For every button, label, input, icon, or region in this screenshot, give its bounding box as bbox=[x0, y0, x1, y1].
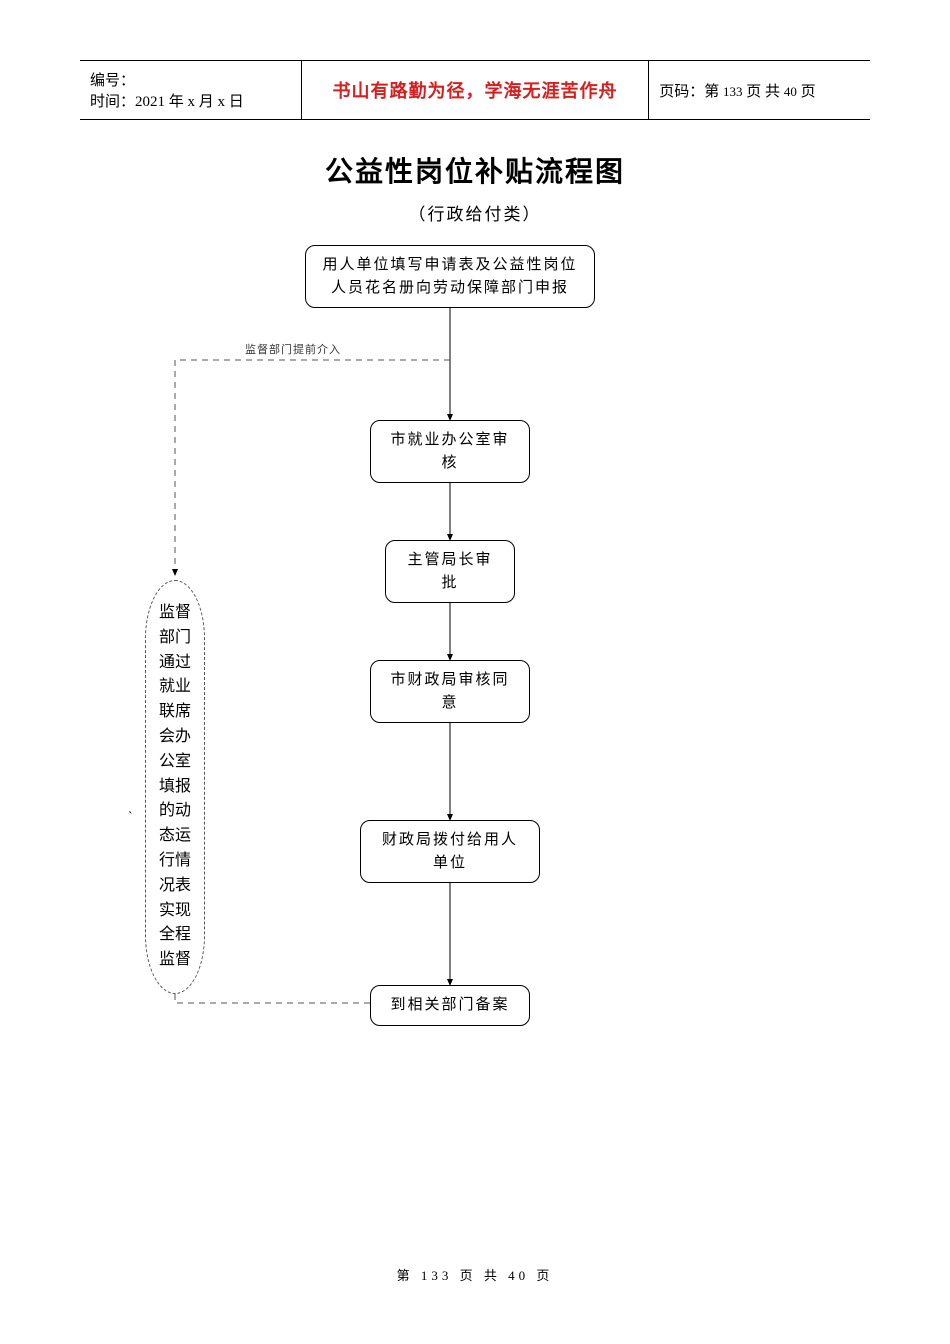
pagecode-mid: 页 共 bbox=[743, 84, 784, 100]
header-cell-meta: 编号： 时间：2021 年 x 月 x 日 bbox=[80, 61, 301, 120]
pagecode-n1: 133 bbox=[723, 84, 743, 99]
pagecode-suffix: 页 bbox=[797, 84, 816, 100]
header-cell-pagecode: 页码：第 133 页 共 40 页 bbox=[649, 61, 870, 120]
document-page: 编号： 时间：2021 年 x 月 x 日 书山有路勤为径，学海无涯苦作舟 页码… bbox=[0, 0, 950, 1344]
flow-node-finance-pay: 财政局拨付给用人单位 bbox=[360, 820, 540, 883]
supervision-annotation: 监督部门提前介入 bbox=[245, 341, 341, 357]
motto-text: 书山有路勤为径，学海无涯苦作舟 bbox=[332, 81, 617, 101]
flow-node-apply: 用人单位填写申请表及公益性岗位人员花名册向劳动保障部门申报 bbox=[305, 245, 595, 308]
main-title: 公益性岗位补贴流程图 bbox=[80, 150, 870, 190]
pagecode-n2: 40 bbox=[784, 84, 797, 99]
flow-node-filing: 到相关部门备案 bbox=[370, 985, 530, 1026]
flow-node-employment-office: 市就业办公室审核 bbox=[370, 420, 530, 483]
stray-tick: ` bbox=[128, 810, 133, 826]
header-cell-motto: 书山有路勤为径，学海无涯苦作舟 bbox=[301, 61, 649, 120]
serial-label: 编号： bbox=[90, 69, 291, 90]
title-block: 公益性岗位补贴流程图 （行政给付类） bbox=[80, 150, 870, 225]
flow-node-finance-approve: 市财政局审核同意 bbox=[370, 660, 530, 723]
flow-node-director-approval: 主管局长审批 bbox=[385, 540, 515, 603]
header-table: 编号： 时间：2021 年 x 月 x 日 书山有路勤为径，学海无涯苦作舟 页码… bbox=[80, 60, 870, 120]
page-footer: 第 133 页 共 40 页 bbox=[0, 1265, 950, 1284]
sub-title: （行政给付类） bbox=[80, 200, 870, 225]
date-label: 时间：2021 年 x 月 x 日 bbox=[90, 90, 291, 111]
flowchart: 监督部门提前介入 ` 用人单位填写申请表及公益性岗位人员花名册向劳动保障部门申报… bbox=[80, 245, 870, 1115]
pagecode-prefix: 页码：第 bbox=[659, 84, 723, 100]
flow-node-supervision: 监督部门通过就业联席会办公室填报的动态运行情况表实现全程监督 bbox=[145, 580, 205, 994]
